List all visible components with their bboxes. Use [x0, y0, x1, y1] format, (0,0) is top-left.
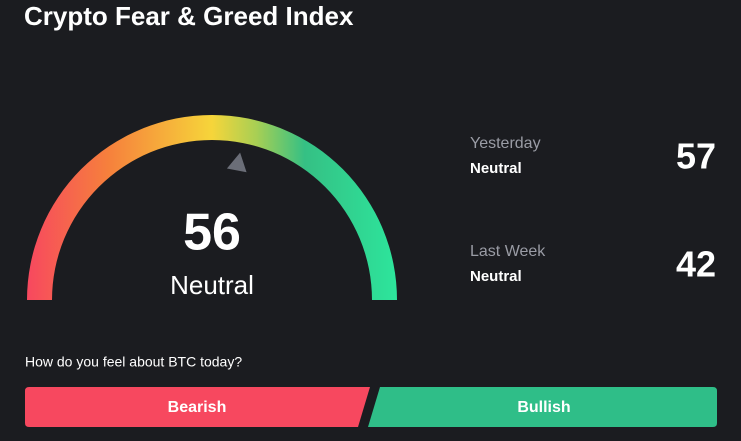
bullish-button[interactable]: Bullish	[368, 387, 717, 427]
history-period: Yesterday	[470, 135, 541, 152]
gauge-label: Neutral	[170, 270, 254, 300]
bearish-button[interactable]: Bearish	[25, 387, 370, 427]
bullish-shape[interactable]	[368, 387, 717, 427]
gauge-pointer	[226, 152, 247, 173]
history-label: Neutral	[470, 160, 522, 177]
history-label: Neutral	[470, 268, 522, 285]
history-value: 57	[676, 136, 716, 177]
history-period: Last Week	[470, 243, 546, 260]
bullish-label[interactable]: Bullish	[517, 399, 570, 416]
history-value: 42	[676, 244, 716, 285]
bearish-shape[interactable]	[25, 387, 370, 427]
title: Crypto Fear & Greed Index	[24, 1, 354, 31]
bearish-label[interactable]: Bearish	[168, 399, 227, 416]
gauge-value: 56	[183, 204, 241, 262]
question: How do you feel about BTC today?	[25, 354, 242, 370]
gauge-arc	[27, 115, 397, 300]
